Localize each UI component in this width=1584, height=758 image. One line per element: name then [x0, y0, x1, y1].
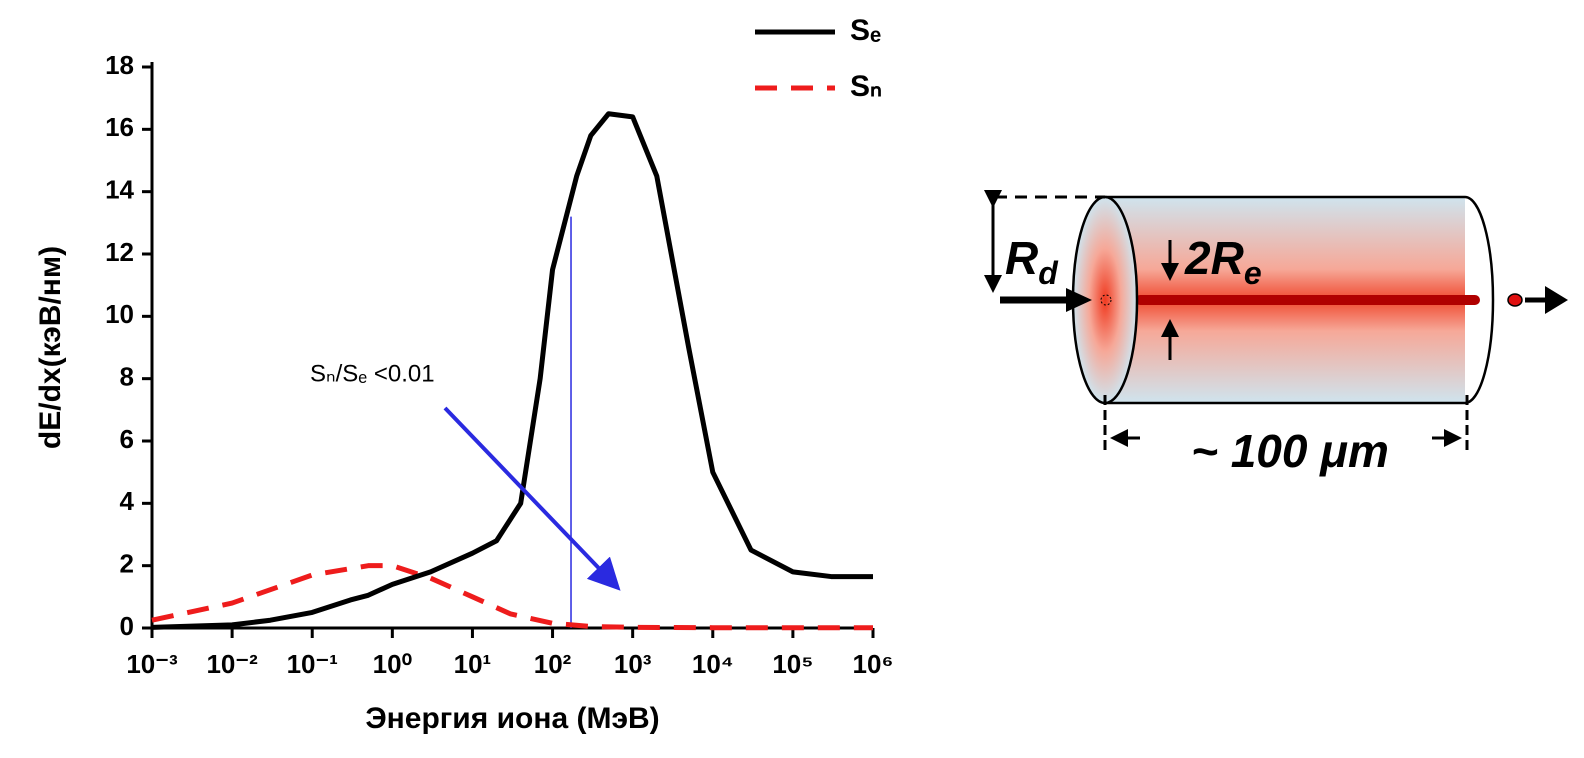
y-tick-label: 8 — [120, 362, 134, 392]
annotation-arrow — [443, 406, 621, 591]
series-line — [151, 111, 873, 630]
entry-point — [1100, 294, 1112, 306]
y-tick-label: 4 — [120, 486, 135, 516]
diagram: ~ 100 μm Rd 2Re — [984, 190, 1568, 477]
radius-label-sub: d — [1038, 255, 1059, 291]
track-label-text: 2R — [1184, 232, 1244, 284]
y-tick-label: 0 — [120, 611, 134, 641]
exit-arrow-head — [1545, 286, 1568, 314]
track-label-sub: e — [1244, 255, 1262, 291]
annotation: Sₙ/Sₑ <0.01 — [310, 360, 435, 387]
x-tick-label: 10² — [534, 649, 572, 679]
legend-label: Sₙ — [850, 70, 882, 103]
length-label: ~ 100 μm — [1191, 425, 1389, 477]
y-tick-label: 18 — [105, 50, 134, 80]
x-tick-label: 10⁰ — [373, 649, 412, 679]
x-tick-label: 10³ — [614, 649, 652, 679]
x-tick-label: 10⁴ — [692, 649, 734, 679]
y-axis-title: dE/dx(кэВ/нм) — [34, 246, 67, 449]
series-line — [151, 563, 873, 631]
x-tick-label: 10⁶ — [853, 649, 894, 679]
track-label: 2Re — [1184, 232, 1262, 291]
x-tick-label: 10⁻² — [206, 649, 258, 679]
x-tick-label: 10⁻¹ — [287, 649, 338, 679]
x-axis-title: Энергия иона (МэВ) — [365, 702, 659, 735]
y-tick-label: 16 — [105, 112, 134, 142]
x-tick-label: 10⁻³ — [126, 649, 178, 679]
legend-label: Sₑ — [850, 14, 881, 47]
y-tick-label: 14 — [105, 175, 134, 205]
radius-label-text: R — [1005, 232, 1038, 284]
y-tick-label: 6 — [120, 424, 134, 454]
y-tick-label: 2 — [120, 549, 134, 579]
radius-label: Rd — [1005, 232, 1059, 291]
chart: 0 2 4 6 8 10 12 14 16 18 10⁻³ 10⁻² 10⁻¹ 10⁰ 10¹ 10² 10³ 1… — [34, 14, 894, 735]
y-tick-label: 12 — [105, 237, 134, 267]
exit-ion — [1507, 293, 1523, 307]
x-tick-label: 10¹ — [454, 649, 492, 679]
y-tick-label: 10 — [105, 299, 134, 329]
cylinder-end — [1464, 195, 1495, 405]
ion-arrow-head — [1066, 288, 1092, 312]
x-tick-label: 10⁵ — [772, 649, 813, 679]
